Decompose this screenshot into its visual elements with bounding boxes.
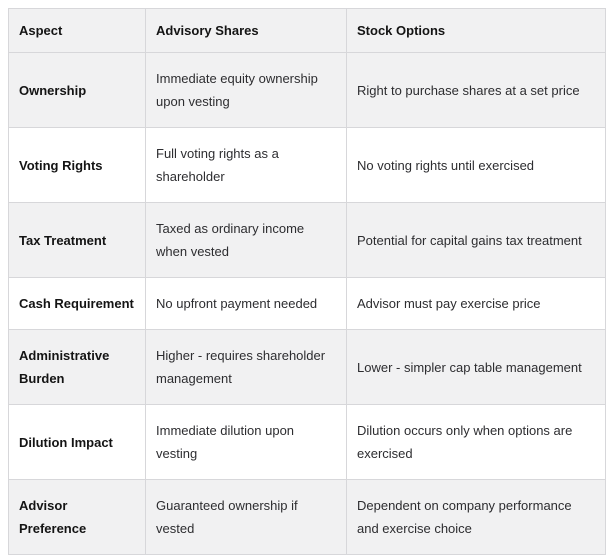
table-row: Dilution Impact Immediate dilution upon … xyxy=(8,404,606,480)
stock-options-cell: Dilution occurs only when options are ex… xyxy=(346,404,606,480)
table-row: Voting Rights Full voting rights as a sh… xyxy=(8,127,606,203)
stock-options-cell: Potential for capital gains tax treatmen… xyxy=(346,202,606,278)
aspect-cell: Voting Rights xyxy=(8,127,146,203)
aspect-cell: Advisor Preference xyxy=(8,479,146,555)
advisory-shares-cell: Immediate dilution upon vesting xyxy=(145,404,347,480)
stock-options-cell: No voting rights until exercised xyxy=(346,127,606,203)
table-body: Ownership Immediate equity ownership upo… xyxy=(8,52,606,555)
advisory-shares-cell: Higher - requires shareholder management xyxy=(145,329,347,405)
header-row: Aspect Advisory Shares Stock Options xyxy=(8,8,606,53)
column-header-advisory-shares: Advisory Shares xyxy=(145,8,347,53)
aspect-cell: Ownership xyxy=(8,52,146,128)
table-row: Tax Treatment Taxed as ordinary income w… xyxy=(8,202,606,278)
comparison-table-container: Aspect Advisory Shares Stock Options Own… xyxy=(8,8,606,555)
aspect-cell: Tax Treatment xyxy=(8,202,146,278)
table-row: Advisor Preference Guaranteed ownership … xyxy=(8,479,606,555)
column-header-aspect: Aspect xyxy=(8,8,146,53)
stock-options-cell: Lower - simpler cap table management xyxy=(346,329,606,405)
stock-options-cell: Right to purchase shares at a set price xyxy=(346,52,606,128)
table-row: Cash Requirement No upfront payment need… xyxy=(8,277,606,330)
advisory-shares-cell: Immediate equity ownership upon vesting xyxy=(145,52,347,128)
column-header-stock-options: Stock Options xyxy=(346,8,606,53)
table-row: Administrative Burden Higher - requires … xyxy=(8,329,606,405)
aspect-cell: Cash Requirement xyxy=(8,277,146,330)
stock-options-cell: Dependent on company performance and exe… xyxy=(346,479,606,555)
stock-options-cell: Advisor must pay exercise price xyxy=(346,277,606,330)
advisory-shares-cell: No upfront payment needed xyxy=(145,277,347,330)
table-header: Aspect Advisory Shares Stock Options xyxy=(8,8,606,53)
table-row: Ownership Immediate equity ownership upo… xyxy=(8,52,606,128)
aspect-cell: Dilution Impact xyxy=(8,404,146,480)
advisory-shares-cell: Guaranteed ownership if vested xyxy=(145,479,347,555)
advisory-shares-cell: Full voting rights as a shareholder xyxy=(145,127,347,203)
advisory-shares-vs-stock-options-table: Aspect Advisory Shares Stock Options Own… xyxy=(8,8,606,555)
aspect-cell: Administrative Burden xyxy=(8,329,146,405)
advisory-shares-cell: Taxed as ordinary income when vested xyxy=(145,202,347,278)
